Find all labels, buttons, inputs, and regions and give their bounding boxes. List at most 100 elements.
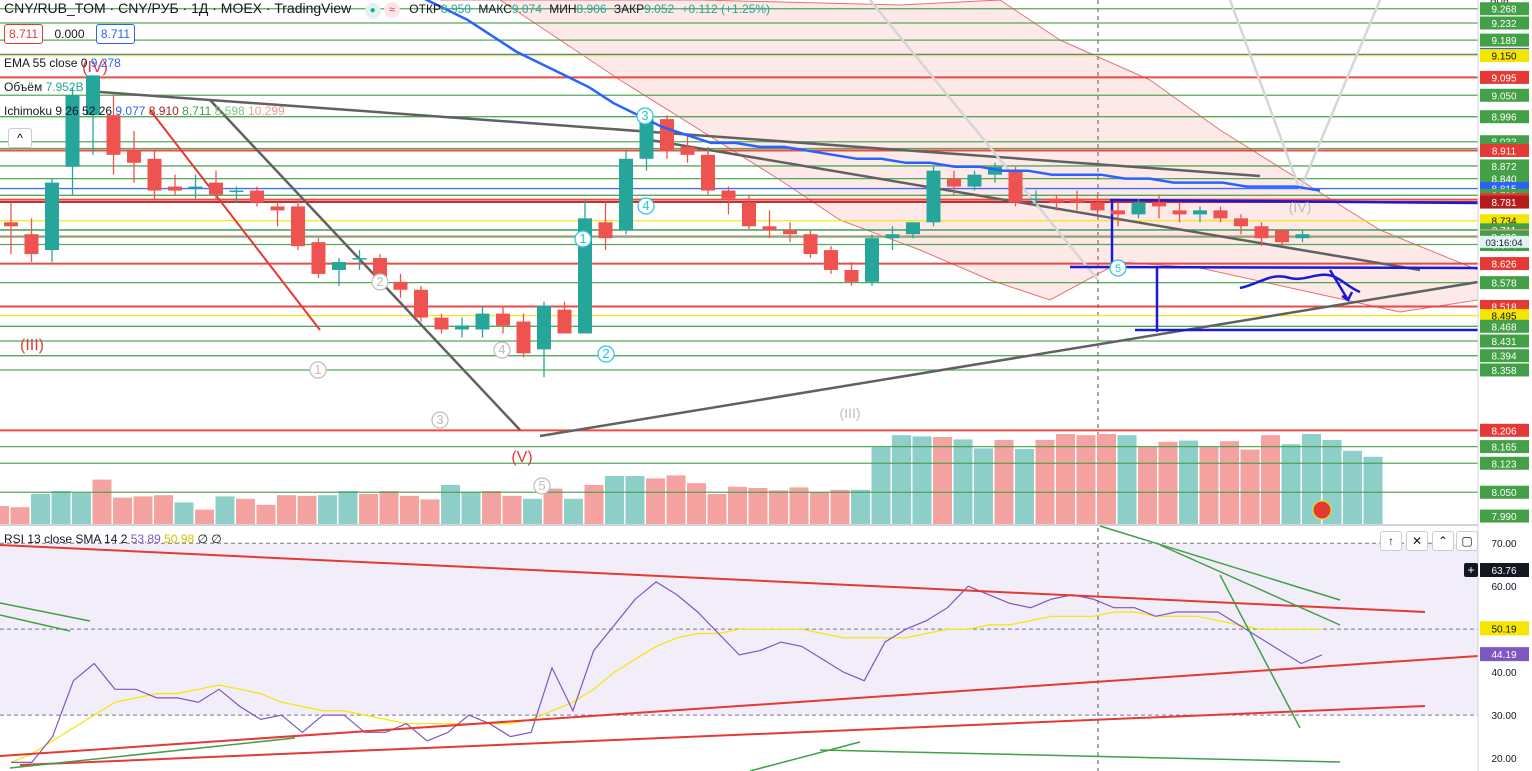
candle-body[interactable] — [209, 182, 223, 195]
collapse-legend-button[interactable]: ^ — [8, 128, 32, 148]
volume-bar — [564, 498, 583, 524]
rsi-tick-label: 60.00 — [1491, 582, 1516, 593]
candle-body[interactable] — [906, 222, 920, 235]
candle-body[interactable] — [844, 269, 859, 282]
candle-body[interactable] — [168, 186, 182, 191]
candle-body[interactable] — [701, 154, 715, 191]
candle-body[interactable] — [86, 75, 100, 116]
ichimoku-legend[interactable]: Ichimoku 9 26 52 26 9.077 8.910 8.711 8.… — [4, 104, 285, 118]
candle-body[interactable] — [393, 281, 408, 290]
candle-body[interactable] — [147, 158, 162, 191]
candle-body[interactable] — [619, 158, 633, 231]
candle-body[interactable] — [721, 190, 736, 199]
candle-body[interactable] — [1254, 226, 1269, 239]
candle-body[interactable] — [1008, 170, 1023, 203]
candle-body[interactable] — [229, 190, 244, 193]
volume-bar — [1138, 447, 1157, 524]
candle-body[interactable] — [1295, 234, 1310, 239]
price-axis[interactable]: RUB9.2689.2329.1899.1539.1509.0959.0508.… — [1464, 0, 1532, 771]
sell-button[interactable]: 8.711 — [4, 24, 44, 44]
candle-body[interactable] — [947, 178, 961, 187]
rsi-badge — [1480, 621, 1529, 636]
candle-body[interactable] — [988, 166, 1002, 175]
rsi-badge-label: 50.19 — [1491, 624, 1516, 635]
ichimoku-legend-name: Ichimoku 9 26 52 26 — [4, 104, 113, 118]
candle-body[interactable] — [1070, 198, 1084, 203]
ichimoku-value-5: 10.299 — [248, 104, 285, 118]
candle-body[interactable] — [24, 234, 39, 255]
candle-body[interactable] — [455, 325, 469, 330]
volume-bar — [1117, 435, 1137, 524]
candle-body[interactable] — [680, 146, 695, 155]
candle-body[interactable] — [803, 234, 818, 255]
price-badge-label: 8.781 — [1491, 198, 1516, 209]
candles[interactable] — [4, 75, 1310, 378]
candle-body[interactable] — [475, 313, 490, 330]
candle-body[interactable] — [865, 238, 879, 282]
candle-body[interactable] — [742, 202, 756, 227]
candle-body[interactable] — [783, 230, 797, 235]
candle-body[interactable] — [537, 305, 551, 350]
volume-bar — [1056, 434, 1075, 524]
candle-body[interactable] — [188, 186, 203, 189]
candle-body[interactable] — [1275, 230, 1289, 243]
candle-body[interactable] — [1029, 198, 1043, 200]
price-badge-label: 8.468 — [1491, 322, 1516, 333]
collapse-pane-button[interactable]: ⌃ — [1432, 531, 1454, 551]
candle-body[interactable] — [1234, 218, 1248, 227]
wave-label-circle — [493, 341, 511, 359]
volume-bar — [195, 509, 214, 524]
candle-body[interactable] — [434, 317, 449, 330]
candle-body[interactable] — [967, 174, 982, 187]
candle-body[interactable] — [496, 313, 510, 326]
volume-bar — [92, 479, 112, 524]
rsi-legend[interactable]: RSI 13 close SMA 14 2 53.89 50.98 ∅ ∅ — [4, 532, 222, 546]
candle-body[interactable] — [885, 234, 900, 239]
candle-body[interactable] — [352, 258, 367, 260]
candle-body[interactable] — [1193, 210, 1207, 215]
candle-body[interactable] — [1111, 210, 1125, 215]
price-badge-label: 8.872 — [1491, 162, 1516, 173]
candle-body[interactable] — [414, 289, 428, 318]
candle-body[interactable] — [1090, 202, 1105, 211]
candle-body[interactable] — [65, 95, 80, 167]
volume-legend[interactable]: Объём 7.952B — [4, 80, 84, 94]
rsi-trend-line — [749, 741, 861, 771]
candle-body[interactable] — [250, 190, 264, 203]
candle-body[interactable] — [332, 262, 346, 270]
candle-body[interactable] — [639, 119, 654, 159]
ema-legend[interactable]: EMA 55 close 0 9.278 — [4, 56, 121, 70]
candle-body[interactable] — [127, 150, 141, 163]
price-badge-label: 8.431 — [1491, 337, 1516, 348]
buy-button[interactable]: 8.711 — [95, 24, 135, 44]
candle-body[interactable] — [291, 206, 305, 247]
add-button[interactable] — [1464, 563, 1478, 578]
candle-body[interactable] — [270, 206, 285, 211]
symbol-title[interactable]: CNY/RUB_TOM · CNY/РУБ · 1Д · MOEX · Trad… — [4, 0, 352, 16]
candle-body[interactable] — [516, 321, 531, 354]
candle-body[interactable] — [106, 115, 121, 155]
candle-body[interactable] — [1049, 198, 1064, 203]
candle-body[interactable] — [1152, 202, 1166, 207]
candle-body[interactable] — [1172, 210, 1187, 215]
candle-body[interactable] — [926, 170, 941, 223]
candle-body[interactable] — [1131, 202, 1146, 215]
price-badge — [1480, 2, 1529, 16]
rsi-pane — [0, 525, 1479, 771]
volume-bar — [0, 506, 9, 524]
candle-body[interactable] — [824, 250, 838, 270]
candle-body[interactable] — [45, 182, 59, 251]
candle-body[interactable] — [311, 242, 326, 274]
candle-body[interactable] — [598, 222, 613, 239]
candle-body[interactable] — [762, 226, 777, 231]
volume-bar — [1199, 447, 1219, 524]
candle-body[interactable] — [660, 119, 674, 151]
candle-body[interactable] — [1213, 210, 1228, 219]
rsi-badge-label: 63.76 — [1491, 566, 1516, 577]
candle-body[interactable] — [557, 309, 572, 334]
close-pane-button[interactable]: ✕ — [1406, 531, 1428, 551]
move-up-button[interactable]: ↑ — [1380, 531, 1402, 551]
candle-body[interactable] — [4, 222, 18, 227]
maximize-pane-button[interactable]: ▢ — [1456, 531, 1478, 551]
